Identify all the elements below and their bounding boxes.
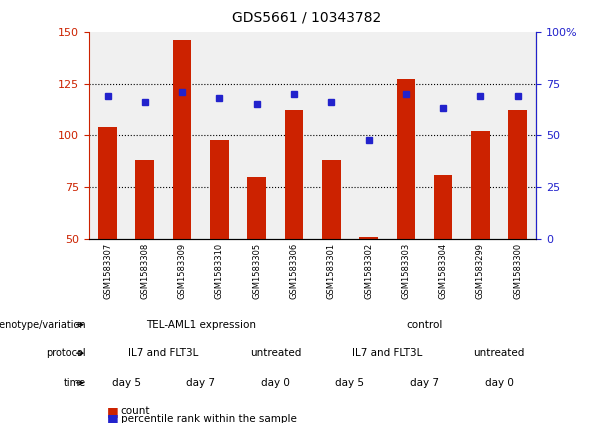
Text: day 7: day 7 xyxy=(410,378,439,388)
Text: GSM1583302: GSM1583302 xyxy=(364,243,373,299)
Bar xyxy=(397,80,415,239)
Text: control: control xyxy=(406,320,443,330)
Text: GSM1583304: GSM1583304 xyxy=(439,243,447,299)
Text: genotype/variation: genotype/variation xyxy=(0,320,86,330)
Text: percentile rank within the sample: percentile rank within the sample xyxy=(121,414,297,423)
Text: time: time xyxy=(64,378,86,388)
Text: IL7 and FLT3L: IL7 and FLT3L xyxy=(128,348,199,358)
Text: GSM1583306: GSM1583306 xyxy=(289,243,299,299)
Text: count: count xyxy=(121,406,150,416)
Bar xyxy=(98,127,117,239)
Bar xyxy=(248,177,266,239)
Text: day 0: day 0 xyxy=(261,378,290,388)
Text: day 5: day 5 xyxy=(112,378,140,388)
Bar xyxy=(359,237,378,239)
Text: day 5: day 5 xyxy=(335,378,364,388)
Bar xyxy=(434,175,452,239)
Text: GSM1583303: GSM1583303 xyxy=(402,243,410,299)
Bar xyxy=(173,40,191,239)
Bar xyxy=(322,160,341,239)
Bar xyxy=(284,110,303,239)
Bar xyxy=(508,110,527,239)
Text: ■: ■ xyxy=(107,405,119,418)
Text: GSM1583309: GSM1583309 xyxy=(178,243,186,299)
Text: TEL-AML1 expression: TEL-AML1 expression xyxy=(146,320,256,330)
Text: GSM1583308: GSM1583308 xyxy=(140,243,150,299)
Bar xyxy=(471,131,490,239)
Text: GSM1583301: GSM1583301 xyxy=(327,243,336,299)
Text: GSM1583307: GSM1583307 xyxy=(103,243,112,299)
Bar xyxy=(135,160,154,239)
Text: GDS5661 / 10343782: GDS5661 / 10343782 xyxy=(232,11,381,25)
Text: GSM1583305: GSM1583305 xyxy=(252,243,261,299)
Text: IL7 and FLT3L: IL7 and FLT3L xyxy=(352,348,422,358)
Text: untreated: untreated xyxy=(249,348,301,358)
Text: GSM1583300: GSM1583300 xyxy=(513,243,522,299)
Text: protocol: protocol xyxy=(46,348,86,358)
Text: day 7: day 7 xyxy=(186,378,215,388)
Text: untreated: untreated xyxy=(473,348,525,358)
Bar xyxy=(210,140,229,239)
Text: GSM1583310: GSM1583310 xyxy=(215,243,224,299)
Text: day 0: day 0 xyxy=(485,378,514,388)
Text: ■: ■ xyxy=(107,412,119,423)
Text: GSM1583299: GSM1583299 xyxy=(476,243,485,299)
